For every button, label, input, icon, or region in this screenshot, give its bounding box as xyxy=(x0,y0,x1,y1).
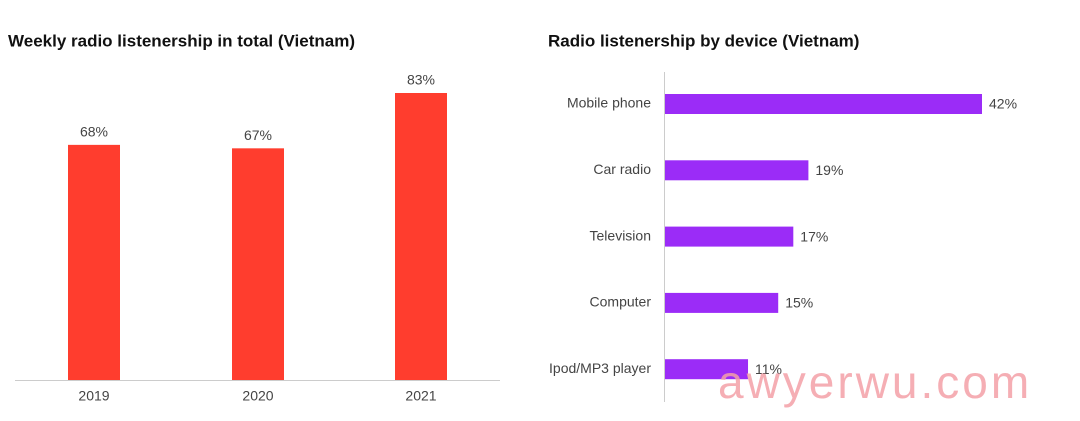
value-label: 83% xyxy=(407,72,435,88)
bar xyxy=(665,292,779,313)
bar xyxy=(665,94,982,114)
value-label: 19% xyxy=(815,162,843,178)
y-tick-label: Computer xyxy=(590,294,652,310)
value-label: 15% xyxy=(785,295,813,311)
bar xyxy=(665,160,809,181)
value-label: 68% xyxy=(80,124,108,140)
value-label: 42% xyxy=(989,96,1017,112)
bar xyxy=(665,226,794,247)
bar xyxy=(395,93,447,380)
value-label: 17% xyxy=(800,228,828,244)
y-tick-label: Television xyxy=(590,227,651,243)
x-tick-label: 2019 xyxy=(78,388,109,404)
value-label: 67% xyxy=(244,127,272,143)
watermark: awyerwu.com xyxy=(718,356,1032,408)
chart-title: Radio listenership by device (Vietnam) xyxy=(548,31,859,50)
y-tick-label: Car radio xyxy=(593,161,651,177)
value-label: 11% xyxy=(755,361,782,377)
y-tick-label: Mobile phone xyxy=(567,95,651,111)
chart-title: Weekly radio listenership in total (Viet… xyxy=(8,31,355,50)
x-tick-label: 2021 xyxy=(405,388,436,404)
y-tick-label: Ipod/MP3 player xyxy=(549,360,651,376)
bar xyxy=(68,144,120,380)
bar xyxy=(665,359,749,380)
bar xyxy=(232,148,284,380)
x-tick-label: 2020 xyxy=(242,388,273,404)
